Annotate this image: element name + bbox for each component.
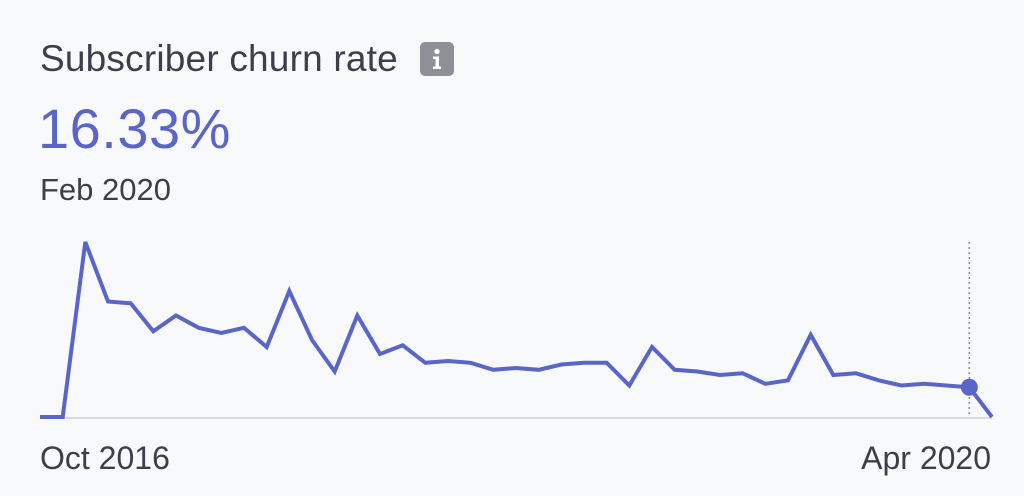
current-churn-value: 16.33%: [38, 97, 231, 160]
title-row: Subscriber churn rate: [40, 34, 454, 84]
data-point[interactable]: [397, 339, 409, 351]
data-point[interactable]: [193, 322, 205, 334]
data-point[interactable]: [442, 355, 454, 367]
data-point[interactable]: [873, 374, 885, 386]
data-point[interactable]: [34, 411, 46, 423]
data-point[interactable]: [782, 374, 794, 386]
data-point[interactable]: [759, 378, 771, 390]
data-point[interactable]: [57, 411, 69, 423]
data-point[interactable]: [669, 364, 681, 376]
data-point[interactable]: [850, 367, 862, 379]
data-point[interactable]: [805, 329, 817, 341]
data-point[interactable]: [102, 296, 114, 308]
data-point[interactable]: [918, 378, 930, 390]
data-point[interactable]: [125, 297, 137, 309]
data-point[interactable]: [646, 341, 658, 353]
data-point[interactable]: [79, 236, 91, 248]
x-axis-start-label: Oct 2016: [40, 440, 170, 476]
info-glyph: [432, 48, 441, 69]
x-axis-end-label: Apr 2020: [861, 440, 991, 476]
churn-series-line: [40, 241, 994, 419]
data-point[interactable]: [623, 380, 635, 392]
data-point[interactable]: [986, 411, 998, 423]
data-point[interactable]: [827, 369, 839, 381]
data-point[interactable]: [215, 327, 227, 339]
data-point[interactable]: [737, 367, 749, 379]
data-point[interactable]: [261, 341, 273, 353]
data-point[interactable]: [691, 366, 703, 378]
current-period-label: Feb 2020: [40, 172, 171, 207]
data-point[interactable]: [147, 325, 159, 337]
data-point[interactable]: [533, 364, 545, 376]
data-point[interactable]: [601, 357, 613, 369]
data-point[interactable]: [283, 285, 295, 297]
data-point[interactable]: [170, 310, 182, 322]
data-point[interactable]: [465, 357, 477, 369]
chart-title: Subscriber churn rate: [40, 38, 398, 79]
data-point[interactable]: [895, 380, 907, 392]
data-point[interactable]: [419, 357, 431, 369]
data-point[interactable]: [351, 310, 363, 322]
data-point[interactable]: [714, 369, 726, 381]
data-point[interactable]: [510, 362, 522, 374]
data-point[interactable]: [487, 364, 499, 376]
highlighted-data-point[interactable]: [960, 378, 978, 396]
info-icon[interactable]: [419, 42, 454, 76]
data-point[interactable]: [306, 334, 318, 346]
data-point[interactable]: [329, 366, 341, 378]
data-point[interactable]: [238, 322, 250, 334]
data-point[interactable]: [555, 359, 567, 371]
data-point[interactable]: [374, 348, 386, 360]
data-point[interactable]: [578, 357, 590, 369]
data-point[interactable]: [941, 380, 953, 392]
